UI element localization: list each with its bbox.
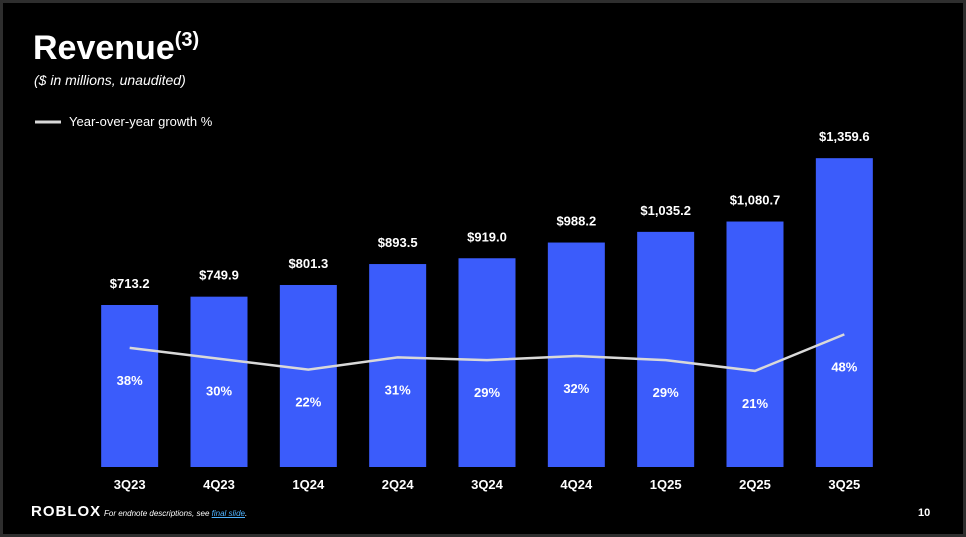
chart-title: Revenue(3): [33, 29, 199, 67]
bar-value-label: $988.2: [556, 214, 596, 229]
bar-value-label: $801.3: [288, 256, 328, 271]
x-tick-label: 4Q24: [560, 477, 593, 492]
growth-label: 29%: [653, 385, 679, 400]
growth-line: [129, 333, 845, 373]
footnote: For endnote descriptions, see final slid…: [104, 509, 247, 518]
bar-value-label: $713.2: [110, 276, 150, 291]
bar-value-label: $1,035.2: [640, 203, 691, 218]
bar: [547, 242, 605, 467]
x-tick-label: 1Q24: [292, 477, 325, 492]
subtitle: ($ in millions, unaudited): [34, 72, 186, 88]
bar-value-label: $893.5: [378, 235, 418, 250]
footnote-text: For endnote descriptions, see: [104, 509, 212, 518]
growth-label: 21%: [742, 396, 768, 411]
growth-label: 48%: [831, 359, 857, 374]
growth-label: 30%: [206, 384, 232, 399]
x-tick-label: 3Q24: [471, 477, 504, 492]
bar-value-label: $749.9: [199, 268, 239, 283]
title-superscript: (3): [175, 29, 199, 51]
title-text: Revenue: [33, 29, 175, 67]
bar: [279, 284, 337, 467]
footnote-link[interactable]: final slide: [211, 509, 245, 518]
growth-label: 38%: [117, 373, 143, 388]
x-tick-label: 2Q24: [382, 477, 415, 492]
bar-value-label: $1,080.7: [730, 193, 781, 208]
legend-label: Year-over-year growth %: [69, 114, 213, 129]
bar: [101, 305, 159, 467]
bar-value-label: $1,359.6: [819, 129, 870, 144]
footnote-end: .: [244, 509, 248, 518]
bar: [815, 158, 873, 467]
x-tick-label: 3Q23: [114, 477, 146, 492]
growth-label: 31%: [385, 382, 411, 397]
chart: Revenue(3) ($ in millions, unaudited) 3Q…: [33, 29, 873, 492]
bar-value-label: $919.0: [467, 229, 507, 244]
bar: [458, 258, 516, 467]
bar: [190, 296, 248, 467]
growth-label: 32%: [563, 381, 589, 396]
logo: ROBLOX: [31, 503, 102, 520]
page-number: 10: [918, 507, 931, 519]
bar: [637, 231, 695, 467]
bar: [369, 264, 427, 467]
x-tick-label: 3Q25: [828, 477, 860, 492]
x-tick-label: 1Q25: [650, 477, 682, 492]
growth-label: 29%: [474, 385, 500, 400]
bar: [726, 221, 784, 467]
x-tick-label: 4Q23: [203, 477, 235, 492]
x-tick-label: 2Q25: [739, 477, 771, 492]
growth-label: 22%: [295, 395, 321, 410]
